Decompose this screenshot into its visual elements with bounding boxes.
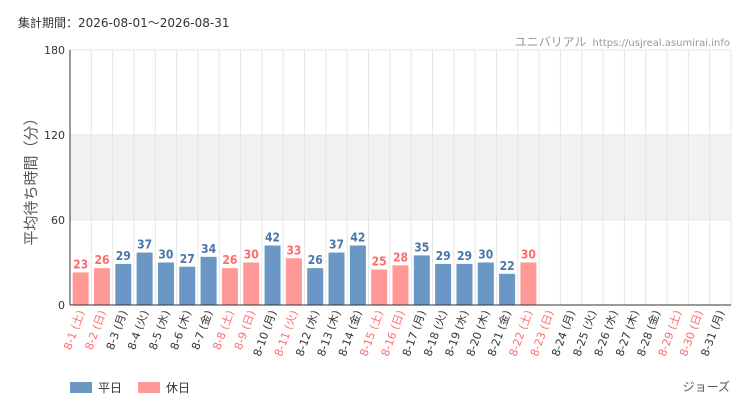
- y-tick-label: 0: [58, 299, 65, 312]
- bar-value-label: 23: [73, 257, 88, 271]
- bar: [456, 263, 473, 305]
- bar: [179, 266, 196, 305]
- bar: [307, 268, 324, 305]
- bar: [520, 262, 537, 305]
- y-tick-labels: 0 60 120 180: [44, 44, 65, 312]
- bar-value-label: 26: [222, 253, 237, 267]
- bar-value-label: 26: [94, 253, 109, 267]
- shaded-band: [70, 135, 731, 220]
- legend: 平日 休日: [70, 379, 206, 396]
- bar-value-label: 30: [478, 248, 493, 262]
- legend-item-weekday[interactable]: 平日: [70, 379, 122, 396]
- bar-value-label: 26: [308, 253, 323, 267]
- bar: [349, 245, 366, 305]
- bar-value-label: 30: [158, 248, 173, 262]
- bar-value-label: 29: [457, 249, 472, 263]
- bar: [136, 252, 153, 305]
- legend-item-holiday[interactable]: 休日: [138, 379, 190, 396]
- bar: [328, 252, 345, 305]
- y-tick-label: 120: [44, 129, 65, 142]
- bar-value-label: 30: [244, 248, 259, 262]
- bar: [371, 269, 388, 305]
- bar-value-label: 28: [393, 250, 408, 264]
- axes: [69, 50, 731, 306]
- bar-value-label: 25: [372, 255, 387, 269]
- bar: [264, 245, 281, 305]
- bar-value-label: 42: [265, 231, 280, 245]
- bar: [157, 262, 174, 305]
- value-labels: 23 26 29 37 30 27 34 26 30 42 33 26 37 42 25 28 35 29 29 30…: [73, 231, 536, 273]
- bar: [499, 273, 516, 305]
- bar: [115, 263, 132, 305]
- x-tick-labels: 8-1 (土)8-2 (日)8-3 (月)8-4 (火)8-5 (水)8-6 (…: [61, 308, 727, 358]
- bar: [93, 268, 110, 305]
- bar: [285, 258, 302, 305]
- bar: [243, 262, 260, 305]
- bar: [200, 256, 217, 305]
- legend-label-weekday: 平日: [98, 381, 123, 395]
- shaded-band-rect: [70, 135, 731, 220]
- bar-value-label: 22: [500, 259, 515, 273]
- period-label: 集計期間：2026-08-01～2026-08-31: [18, 16, 230, 30]
- wait-time-chart: 23 26 29 37 30 27 34 26 30 42 33 26 37 42 25 28 35 29 29 30…: [22, 44, 732, 358]
- bar: [72, 272, 89, 305]
- bar-value-label: 42: [350, 231, 365, 245]
- bar-value-label: 37: [137, 238, 152, 252]
- site-url[interactable]: https://usjreal.asumirai.info: [592, 38, 730, 49]
- bar: [435, 263, 452, 305]
- y-tick-label: 60: [51, 214, 65, 227]
- bar-value-label: 34: [201, 242, 217, 256]
- bar: [413, 255, 430, 305]
- bar-value-label: 33: [286, 243, 301, 257]
- bar-value-label: 37: [329, 238, 344, 252]
- bar: [221, 268, 238, 305]
- bar: [392, 265, 409, 305]
- bar: [477, 262, 494, 305]
- legend-label-holiday: 休日: [166, 381, 191, 395]
- attraction-name: ジョーズ: [682, 380, 730, 394]
- legend-swatch-holiday: [138, 382, 161, 393]
- bar-value-label: 35: [414, 240, 429, 254]
- y-tick-label: 180: [44, 44, 65, 57]
- y-axis-label: 平均待ち時間（分）: [22, 110, 40, 245]
- bar-value-label: 30: [521, 248, 536, 262]
- bar-value-label: 29: [116, 249, 131, 263]
- bar-value-label: 27: [180, 252, 195, 266]
- legend-swatch-weekday: [70, 382, 92, 393]
- site-name: ユニバリアル: [514, 35, 587, 49]
- site-credit: ユニバリアル https://usjreal.asumirai.info: [515, 33, 730, 50]
- bars: [72, 245, 537, 305]
- grid: [69, 49, 732, 306]
- bar-value-label: 29: [436, 249, 451, 263]
